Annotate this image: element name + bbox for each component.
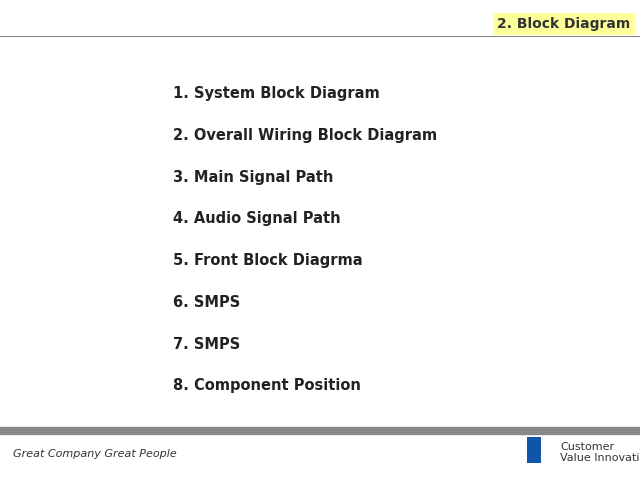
Text: 4. Audio Signal Path: 4. Audio Signal Path (173, 211, 340, 227)
Text: 8. Component Position: 8. Component Position (173, 378, 361, 394)
Text: Great Company Great People: Great Company Great People (13, 449, 177, 458)
FancyBboxPatch shape (527, 437, 541, 463)
Text: 7. SMPS: 7. SMPS (173, 336, 240, 352)
Text: 1. System Block Diagram: 1. System Block Diagram (173, 86, 380, 101)
Text: Customer: Customer (560, 443, 614, 452)
Text: 2. Overall Wiring Block Diagram: 2. Overall Wiring Block Diagram (173, 128, 437, 143)
Text: 2. Block Diagram: 2. Block Diagram (497, 17, 630, 31)
Text: Value Innovation: Value Innovation (560, 454, 640, 463)
Text: 5. Front Block Diagrma: 5. Front Block Diagrma (173, 253, 362, 268)
Text: 3. Main Signal Path: 3. Main Signal Path (173, 169, 333, 185)
Text: 6. SMPS: 6. SMPS (173, 295, 240, 310)
